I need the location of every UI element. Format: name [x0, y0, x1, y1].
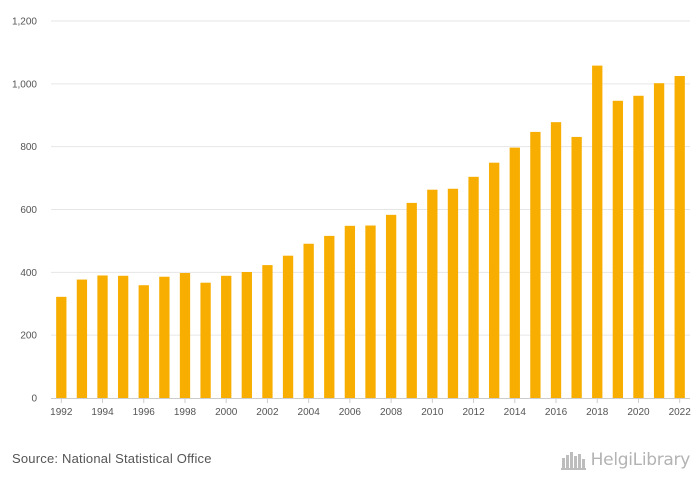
x-tick-label: 2016	[545, 407, 568, 418]
brand-logo[interactable]: HelgiLibrary	[560, 446, 691, 474]
bar-2006[interactable]	[344, 225, 356, 398]
bar-2017[interactable]	[571, 136, 582, 399]
bar-1998[interactable]	[179, 272, 191, 398]
bar-1997[interactable]	[159, 276, 170, 398]
bar-2001[interactable]	[241, 272, 252, 398]
bar-2010[interactable]	[427, 189, 438, 398]
bar-2013[interactable]	[489, 162, 500, 398]
bar-2011[interactable]	[447, 188, 459, 398]
y-tick-label: 0	[31, 394, 37, 405]
bar-2009[interactable]	[406, 202, 417, 398]
bar-2008[interactable]	[385, 214, 397, 398]
bar-1995[interactable]	[117, 275, 129, 398]
bar-2022[interactable]	[674, 75, 685, 399]
bar-1999[interactable]	[200, 282, 211, 398]
x-tick-label: 2002	[256, 407, 279, 418]
bar-2021[interactable]	[653, 83, 665, 398]
y-tick-label: 800	[20, 142, 37, 153]
bar-2018[interactable]	[592, 65, 603, 398]
brand-name: HelgiLibrary	[590, 450, 691, 470]
bar-2002[interactable]	[262, 265, 273, 398]
bar-2014[interactable]	[509, 147, 520, 398]
bar-series	[56, 65, 685, 399]
x-tick-label: 1992	[50, 407, 73, 418]
bar-2016[interactable]	[550, 122, 562, 398]
x-tick-label: 2012	[462, 407, 485, 418]
x-tick-label: 2006	[339, 407, 362, 418]
bar-2019[interactable]	[612, 100, 624, 398]
x-tick-label: 2008	[380, 407, 403, 418]
x-tick-label: 2014	[504, 407, 527, 418]
x-tick-label: 1994	[91, 407, 114, 418]
bar-2000[interactable]	[221, 275, 232, 398]
library-icon	[560, 452, 586, 470]
source-note: Source: National Statistical Office	[12, 451, 212, 466]
y-tick-label: 400	[20, 268, 37, 279]
bar-chart: 0 200 400 600 800 1,000 1,200 1992 1994 1996 1998…	[12, 17, 691, 419]
y-axis-tick-labels: 0 200 400 600 800 1,000 1,200	[12, 17, 37, 405]
bar-2015[interactable]	[530, 131, 541, 399]
x-tick-label: 2010	[421, 407, 444, 418]
bar-2004[interactable]	[303, 243, 314, 398]
y-tick-label: 1,200	[12, 17, 37, 28]
chart-footer: Source: National Statistical Office Helg…	[0, 440, 700, 483]
x-tick-label: 2004	[298, 407, 321, 418]
x-tick-label: 2018	[586, 407, 609, 418]
bar-2005[interactable]	[324, 235, 335, 398]
x-tick-label: 2020	[627, 407, 650, 418]
y-tick-label: 200	[20, 331, 37, 342]
x-tick-label: 2000	[215, 407, 238, 418]
x-tick-label: 1998	[174, 407, 197, 418]
bar-2012[interactable]	[468, 176, 479, 398]
bar-1996[interactable]	[138, 285, 149, 398]
gridlines	[51, 20, 690, 336]
bar-2007[interactable]	[365, 225, 376, 398]
x-tick-label: 1996	[133, 407, 156, 418]
bar-1994[interactable]	[97, 275, 108, 398]
x-axis-tick-labels: 1992 1994 1996 1998 2000 2002 2004 2006 2008 2010…	[50, 399, 691, 418]
bar-1992[interactable]	[56, 296, 67, 398]
bar-2020[interactable]	[633, 95, 644, 398]
x-tick-label: 2022	[669, 407, 692, 418]
y-tick-label: 1,000	[12, 79, 37, 90]
y-tick-label: 600	[20, 205, 37, 216]
bar-2003[interactable]	[282, 255, 294, 398]
bar-1993[interactable]	[76, 279, 88, 398]
